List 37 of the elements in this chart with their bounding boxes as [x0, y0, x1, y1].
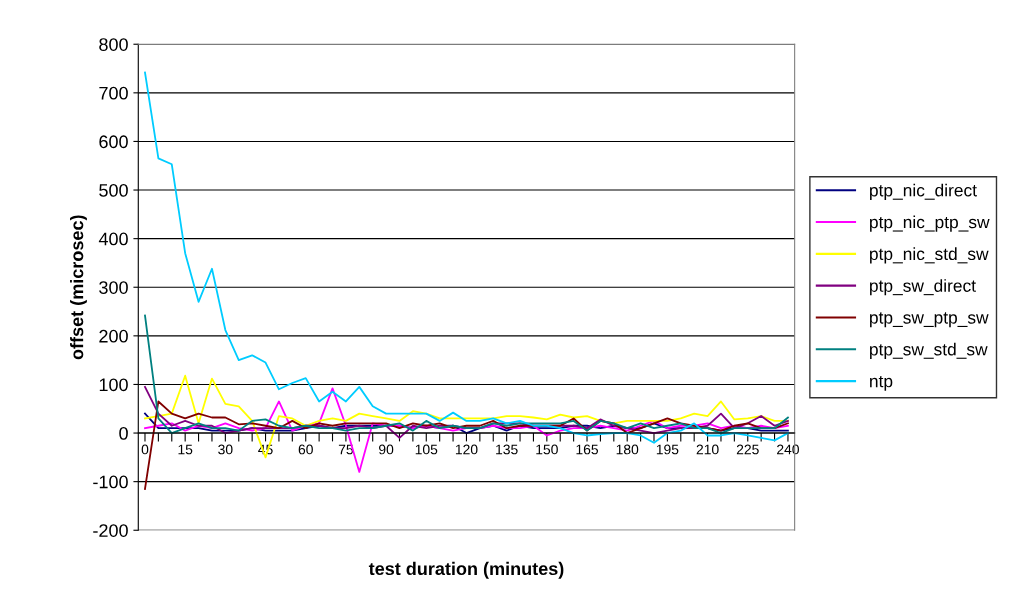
legend-label: ptp_sw_std_sw: [870, 342, 988, 359]
line-series: [144, 314, 789, 434]
x-tick-label: 30: [218, 444, 233, 455]
y-tick-label: 800: [99, 38, 128, 51]
x-tick-label: 15: [178, 444, 193, 455]
y-tick-label: 400: [98, 232, 128, 246]
legend-label: ptp_sw_direct: [870, 279, 976, 296]
x-tick-label: 225: [736, 444, 759, 455]
legend-label: ptp_nic_ptp_sw: [870, 215, 990, 232]
x-tick-label: 210: [696, 444, 719, 455]
y-tick-label: 0: [119, 426, 128, 440]
y-tick-label: 300: [99, 281, 128, 294]
y-tick-label: 600: [99, 135, 128, 149]
x-tick-label: 150: [536, 444, 558, 455]
line-series: [144, 71, 789, 444]
y-tick-label: 500: [99, 183, 128, 197]
y-tick-label: 200: [99, 329, 128, 343]
x-tick-label: 120: [455, 444, 478, 455]
x-tick-label: 165: [576, 444, 599, 455]
x-tick-label: 195: [656, 444, 679, 455]
x-axis-title: test duration (minutes): [368, 561, 564, 579]
x-tick-label: 135: [496, 444, 518, 455]
x-tick-label: 0: [141, 444, 149, 455]
y-tick-label: 700: [99, 86, 128, 100]
y-tick-label: -200: [93, 524, 128, 537]
y-axis-title: offset (microsec): [70, 215, 87, 360]
legend-label: ptp_nic_direct: [870, 183, 977, 200]
x-tick-label: 60: [298, 444, 313, 455]
legend-label: ptp_sw_ptp_sw: [870, 312, 989, 328]
x-tick-label: 180: [616, 444, 639, 455]
legend-label: ntp: [870, 375, 893, 391]
x-tick-label: 105: [415, 444, 438, 455]
x-tick-label: 90: [379, 444, 394, 455]
legend-label: ptp_nic_std_sw: [870, 247, 989, 264]
y-tick-label: -100: [93, 475, 128, 489]
x-tick-label: 240: [777, 444, 799, 455]
y-tick-label: 100: [99, 378, 128, 392]
